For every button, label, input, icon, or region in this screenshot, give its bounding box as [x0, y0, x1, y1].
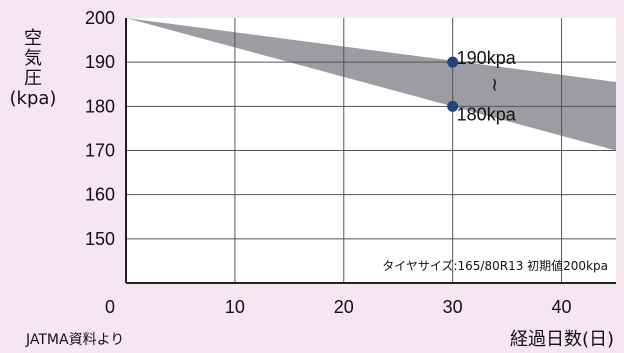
y-tick-label: 160 — [85, 185, 115, 205]
y-tick-label: 180 — [85, 96, 115, 116]
y-ticks: 150 160 170 180 190 200 — [85, 8, 115, 249]
data-point — [447, 100, 459, 112]
y-tick-label: 200 — [85, 8, 115, 28]
range-band — [126, 18, 616, 151]
data-points: 190kpa 180kpa — [447, 48, 517, 124]
data-point — [447, 56, 459, 68]
tire-note: タイヤサイズ:165/80R13 初期値200kpa — [382, 258, 608, 273]
x-tick-label: 30 — [443, 297, 463, 317]
range-mark: ≀ — [491, 74, 498, 94]
x-axis-title: 経過日数(日) — [510, 329, 614, 350]
point-label: 180kpa — [457, 104, 517, 124]
y-axis-title: 空気圧 — [24, 28, 42, 89]
y-tick-label: 170 — [85, 141, 115, 161]
y-tick-label: 190 — [85, 52, 115, 72]
y-tick-label: 150 — [85, 229, 115, 249]
x-tick-label: 10 — [225, 297, 245, 317]
x-ticks: 0 10 20 30 40 — [105, 297, 572, 317]
source-label: JATMA資料より — [25, 332, 124, 348]
y-axis-unit: (kpa) — [10, 88, 57, 109]
x-tick-label: 0 — [105, 297, 115, 317]
point-label: 190kpa — [457, 48, 517, 68]
x-tick-label: 20 — [334, 297, 354, 317]
x-tick-label: 40 — [552, 297, 572, 317]
